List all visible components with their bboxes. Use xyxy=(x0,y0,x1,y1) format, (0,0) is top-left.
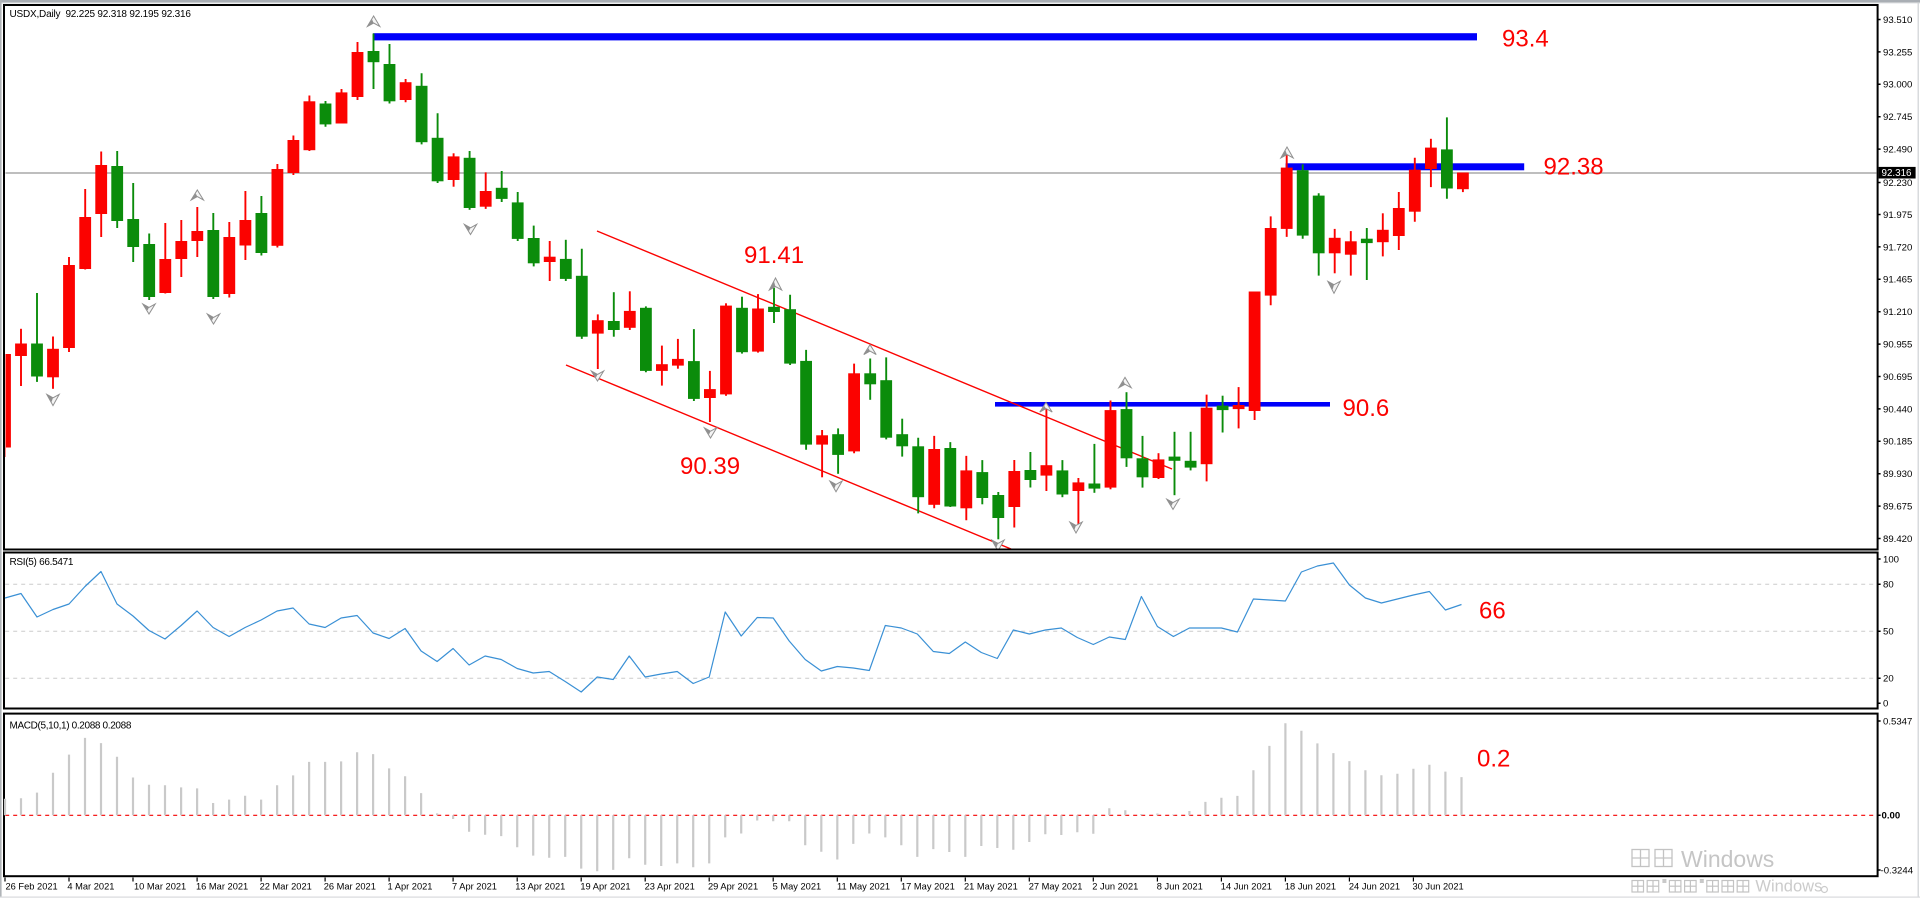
svg-text:93.4: 93.4 xyxy=(1502,26,1549,53)
svg-text:13 Apr 2021: 13 Apr 2021 xyxy=(515,881,565,891)
svg-text:93.255: 93.255 xyxy=(1883,47,1912,58)
svg-text:2 Jun 2021: 2 Jun 2021 xyxy=(1092,881,1138,891)
svg-text:30 Jun 2021: 30 Jun 2021 xyxy=(1413,881,1464,891)
svg-text:92.316: 92.316 xyxy=(1882,168,1913,179)
svg-text:1 Apr 2021: 1 Apr 2021 xyxy=(388,881,433,891)
svg-text:90.955: 90.955 xyxy=(1883,340,1912,351)
svg-text:8 Jun 2021: 8 Jun 2021 xyxy=(1157,881,1203,891)
svg-text:23 Apr 2021: 23 Apr 2021 xyxy=(645,881,695,891)
svg-text:26 Feb 2021: 26 Feb 2021 xyxy=(6,881,58,891)
svg-text:66: 66 xyxy=(1479,598,1506,625)
svg-text:27 May 2021: 27 May 2021 xyxy=(1029,881,1083,891)
svg-text:89.420: 89.420 xyxy=(1883,534,1912,545)
svg-text:0.5347: 0.5347 xyxy=(1883,716,1912,727)
svg-text:90.440: 90.440 xyxy=(1883,404,1912,415)
svg-text:Windows: Windows xyxy=(1755,878,1822,896)
svg-text:16 Mar 2021: 16 Mar 2021 xyxy=(196,881,248,891)
svg-text:90.695: 90.695 xyxy=(1883,372,1912,383)
svg-text:91.465: 91.465 xyxy=(1883,275,1912,286)
svg-text:91.41: 91.41 xyxy=(744,242,804,269)
svg-text:92.230: 92.230 xyxy=(1883,178,1912,189)
svg-text:18 Jun 2021: 18 Jun 2021 xyxy=(1285,881,1336,891)
svg-text:90.185: 90.185 xyxy=(1883,437,1912,448)
svg-text:7 Apr 2021: 7 Apr 2021 xyxy=(452,881,497,891)
svg-text:22 Mar 2021: 22 Mar 2021 xyxy=(260,881,312,891)
svg-text:92.490: 92.490 xyxy=(1883,145,1912,156)
svg-text:93.510: 93.510 xyxy=(1883,15,1912,26)
svg-text:91.210: 91.210 xyxy=(1883,307,1912,318)
svg-text:89.675: 89.675 xyxy=(1883,502,1912,513)
svg-text:24 Jun 2021: 24 Jun 2021 xyxy=(1349,881,1400,891)
svg-text:100: 100 xyxy=(1883,554,1899,565)
svg-text:50: 50 xyxy=(1883,627,1894,638)
svg-text:0.00: 0.00 xyxy=(1882,811,1901,822)
svg-text:14 Jun 2021: 14 Jun 2021 xyxy=(1221,881,1272,891)
svg-text:29 Apr 2021: 29 Apr 2021 xyxy=(708,881,758,891)
svg-text:Windows: Windows xyxy=(1681,846,1774,872)
svg-text:90.6: 90.6 xyxy=(1343,395,1390,422)
svg-text:26 Mar 2021: 26 Mar 2021 xyxy=(324,881,376,891)
svg-text:17 May 2021: 17 May 2021 xyxy=(901,881,955,891)
svg-text:20: 20 xyxy=(1883,674,1894,685)
svg-text:89.930: 89.930 xyxy=(1883,469,1912,480)
svg-text:11 May 2021: 11 May 2021 xyxy=(837,881,890,891)
svg-text:MACD(5,10,1) 0.2088 0.2088: MACD(5,10,1) 0.2088 0.2088 xyxy=(10,721,132,732)
svg-text:4 Mar 2021: 4 Mar 2021 xyxy=(67,881,114,891)
svg-text:93.000: 93.000 xyxy=(1883,80,1912,91)
svg-text:0: 0 xyxy=(1883,699,1888,710)
svg-text:80: 80 xyxy=(1883,580,1894,591)
svg-text:90.39: 90.39 xyxy=(680,453,740,480)
svg-text:91.975: 91.975 xyxy=(1883,210,1912,221)
svg-text:21 May 2021: 21 May 2021 xyxy=(964,881,1018,891)
svg-text:19 Apr 2021: 19 Apr 2021 xyxy=(580,881,630,891)
svg-text:5 May 2021: 5 May 2021 xyxy=(773,881,822,891)
svg-text:USDX,Daily 92.225 92.318 92.1: USDX,Daily 92.225 92.318 92.195 92.316 xyxy=(10,9,192,20)
svg-text:0.2: 0.2 xyxy=(1477,745,1510,772)
svg-text:RSI(5) 66.5471: RSI(5) 66.5471 xyxy=(10,557,74,568)
svg-text:92.745: 92.745 xyxy=(1883,112,1912,123)
svg-text:92.38: 92.38 xyxy=(1544,153,1604,180)
svg-text:10 Mar 2021: 10 Mar 2021 xyxy=(134,881,186,891)
svg-text:91.720: 91.720 xyxy=(1883,242,1912,253)
svg-text:-0.3244: -0.3244 xyxy=(1881,865,1914,876)
